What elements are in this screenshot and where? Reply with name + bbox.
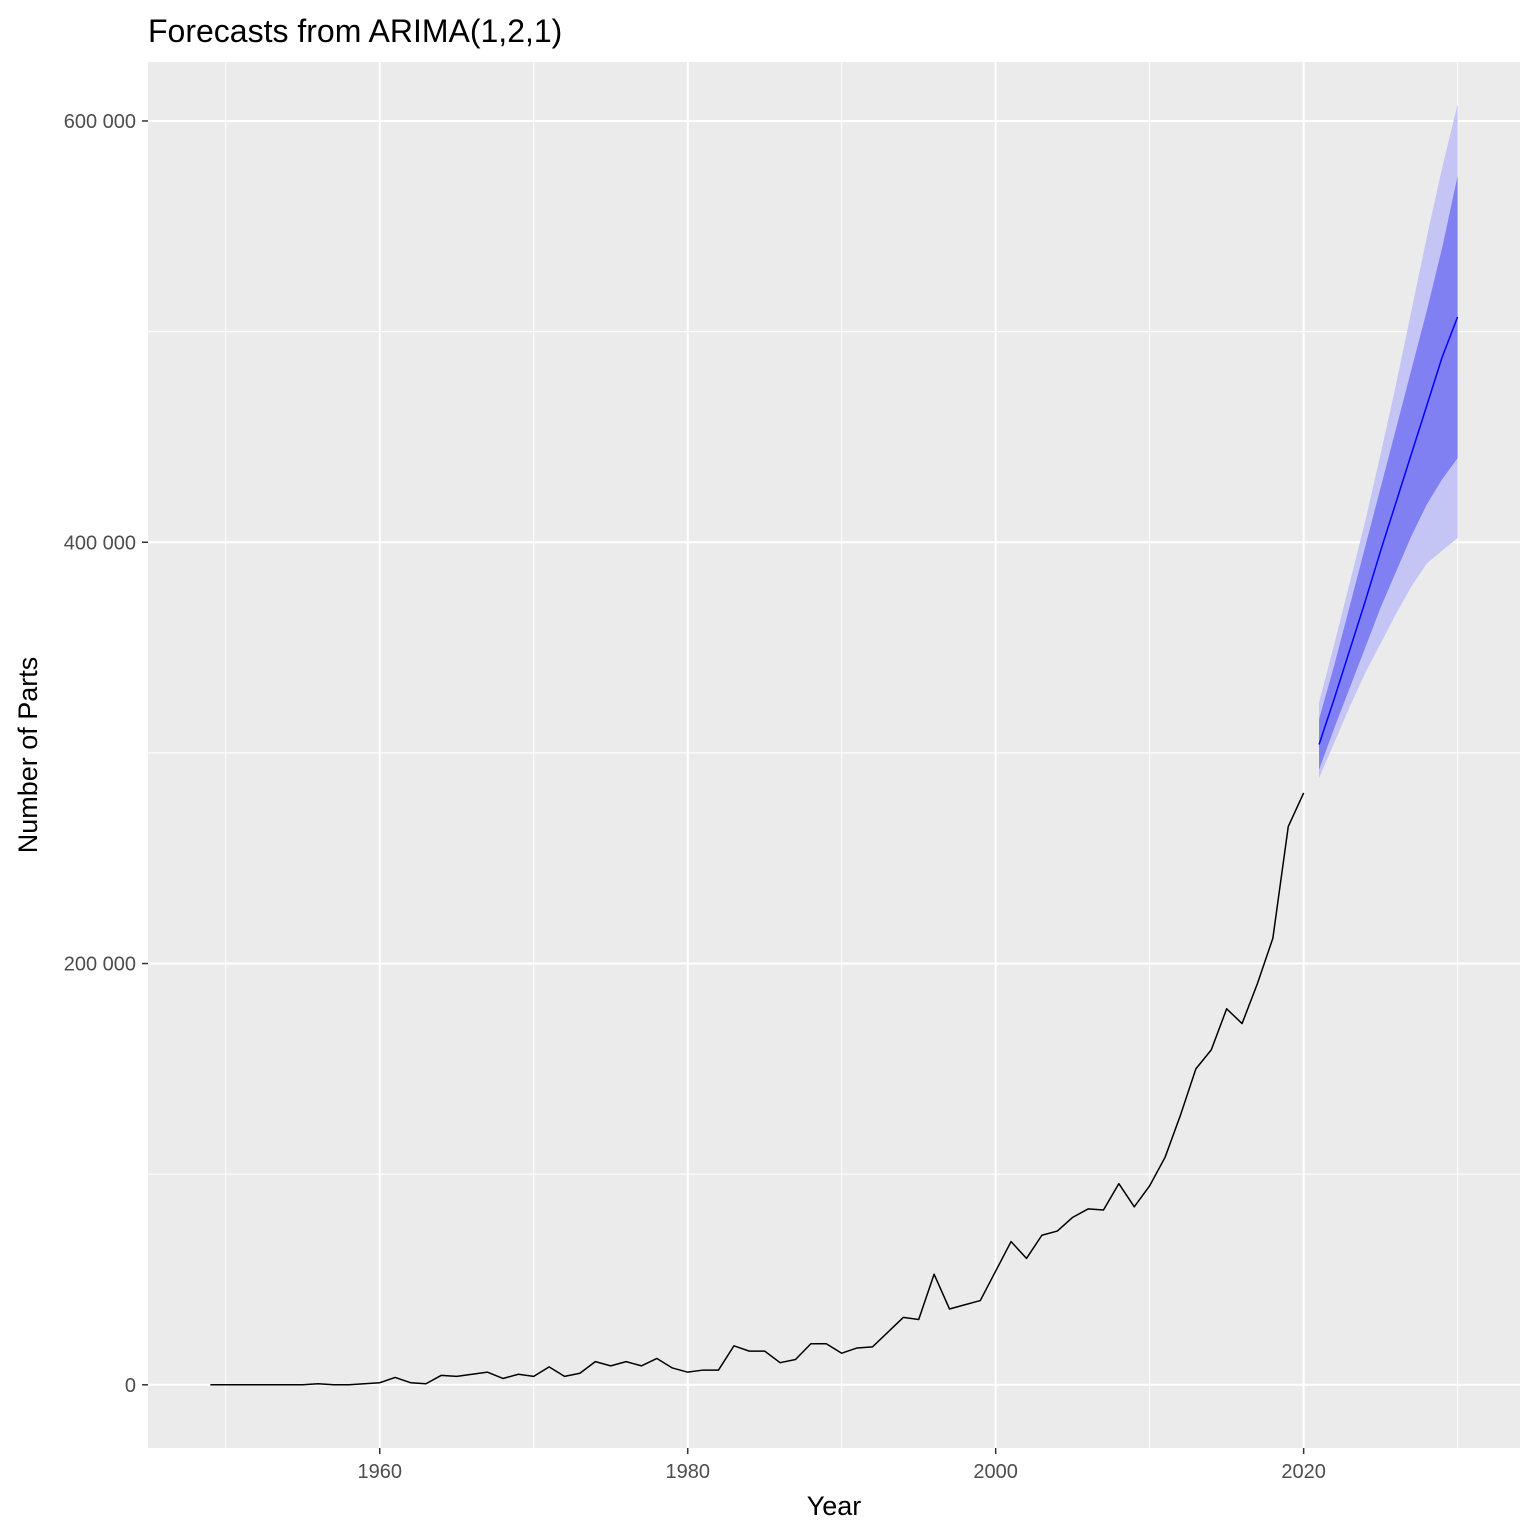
band-80 [1319, 175, 1458, 770]
chart-title: Forecasts from ARIMA(1,2,1) [148, 13, 562, 49]
y-tick-label: 600 000 [64, 111, 136, 133]
x-tick-label: 2000 [973, 1461, 1018, 1483]
history-line [210, 792, 1305, 1386]
x-axis-title: Year [807, 1491, 862, 1521]
y-axis-title: Number of Parts [13, 657, 43, 854]
y-tick-label: 400 000 [64, 532, 136, 554]
plot-panel [148, 62, 1520, 1448]
x-tick-label: 1980 [665, 1461, 710, 1483]
forecast-line [1318, 316, 1459, 745]
x-tick-label: 2020 [1281, 1461, 1326, 1483]
tick-labels: 1960 1980 2000 2020 0 200 000 400 000 600 000 [64, 111, 1326, 1483]
y-tick-label: 0 [125, 1375, 136, 1397]
x-tick-label: 1960 [357, 1461, 402, 1483]
series-lines [210, 316, 1459, 1386]
forecast-bands [1319, 104, 1458, 779]
y-tick-label: 200 000 [64, 954, 136, 976]
axis-ticks [142, 120, 1305, 1454]
grid-major [148, 62, 1520, 1448]
